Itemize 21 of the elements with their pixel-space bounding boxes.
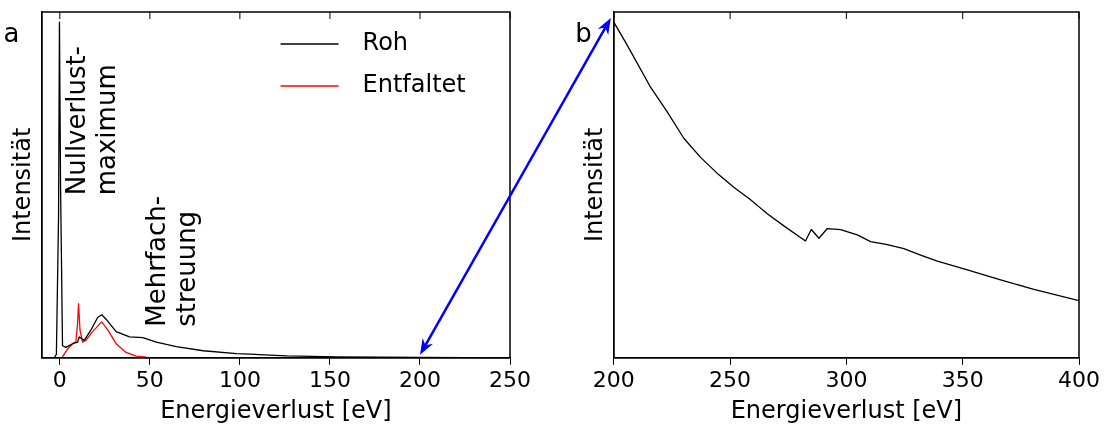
x-tick-label: 250 [709, 366, 752, 392]
y-axis-title: Intensität [579, 127, 608, 243]
legend-label: Entfaltet [362, 70, 466, 99]
x-tick-label: 150 [308, 366, 351, 392]
x-tick-label: 200 [398, 366, 441, 392]
x-tick-label: 0 [52, 366, 67, 392]
x-tick-label: 300 [825, 366, 868, 392]
y-axis-title: Intensität [7, 127, 36, 243]
annotation: Mehrfach- streuung [140, 195, 201, 327]
text: a [3, 18, 20, 49]
x-axis-title: Energieverlust [eV] [730, 395, 963, 424]
annotation: Nullverlust- maximum [60, 45, 121, 196]
x-tick-label: 350 [941, 366, 984, 392]
legend-label: Roh [362, 28, 409, 57]
x-tick-label: 250 [489, 366, 531, 392]
x-axis-title: Energieverlust [eV] [160, 395, 392, 424]
text: b [575, 18, 592, 49]
x-tick-label: 100 [218, 366, 261, 392]
x-tick-label: 400 [1058, 366, 1100, 392]
x-tick-label: 50 [135, 366, 164, 392]
x-tick-label: 200 [592, 366, 635, 392]
